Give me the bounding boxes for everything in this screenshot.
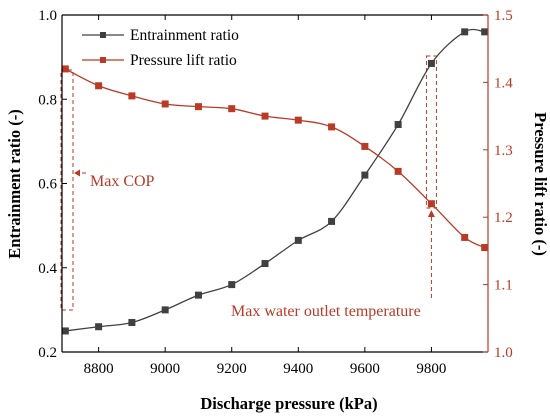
series-markers bbox=[61, 28, 489, 335]
x-tick-label: 9800 bbox=[416, 361, 446, 377]
data-point-series-0 bbox=[481, 28, 489, 36]
data-point-series-1 bbox=[228, 105, 236, 113]
legend-marker-pressure-lift bbox=[100, 57, 106, 63]
annotation-boxes bbox=[60, 55, 437, 311]
max-cop-arrowhead bbox=[73, 169, 80, 177]
y-right-tick-label: 1.3 bbox=[494, 143, 513, 159]
data-point-series-0 bbox=[461, 28, 469, 36]
y-axis-left: 0.2 0.4 0.6 0.8 1.0 bbox=[38, 8, 67, 361]
y-axis-left-title: Entrainment ratio (-) bbox=[5, 109, 24, 258]
data-point-series-0 bbox=[394, 121, 402, 129]
data-point-series-1 bbox=[328, 123, 336, 131]
data-point-series-1 bbox=[128, 92, 136, 100]
legend-label-pressure-lift: Pressure lift ratio bbox=[130, 52, 237, 69]
data-point-series-1 bbox=[427, 200, 435, 208]
x-tick-label: 9600 bbox=[350, 361, 380, 377]
annotation-max-cop: Max COP bbox=[90, 173, 155, 190]
x-tick-label: 8800 bbox=[84, 361, 114, 377]
data-point-series-1 bbox=[481, 244, 489, 252]
y-axis-right: 1.0 1.1 1.2 1.3 1.4 1.5 bbox=[483, 8, 513, 361]
data-point-series-0 bbox=[261, 260, 269, 268]
x-axis: 8800 9000 9200 9400 9600 9800 bbox=[84, 15, 446, 377]
legend-label-entrainment: Entrainment ratio bbox=[130, 27, 239, 44]
data-point-series-1 bbox=[294, 116, 302, 124]
x-axis-title: Discharge pressure (kPa) bbox=[200, 394, 377, 413]
y-right-tick-label: 1.4 bbox=[494, 75, 513, 91]
data-point-series-0 bbox=[61, 327, 69, 335]
legend: Entrainment ratio Pressure lift ratio bbox=[82, 27, 239, 69]
y-left-tick-label: 0.2 bbox=[38, 345, 57, 361]
data-point-series-0 bbox=[161, 306, 169, 314]
y-left-tick-label: 0.4 bbox=[38, 261, 57, 277]
y-right-tick-label: 1.2 bbox=[494, 210, 513, 226]
annotations: Max COP Max water outlet temperature bbox=[90, 173, 421, 320]
series-line-1 bbox=[65, 68, 485, 249]
data-point-series-1 bbox=[161, 100, 169, 108]
data-point-series-1 bbox=[361, 142, 369, 150]
data-point-series-1 bbox=[61, 65, 69, 73]
max-temp-arrowhead bbox=[427, 210, 435, 217]
x-tick-label: 9400 bbox=[283, 361, 313, 377]
data-point-series-1 bbox=[194, 103, 202, 111]
x-tick-label: 9200 bbox=[217, 361, 247, 377]
data-point-series-1 bbox=[261, 112, 269, 120]
max-cop-box bbox=[60, 69, 74, 311]
annotation-max-water-outlet-temperature: Max water outlet temperature bbox=[231, 303, 421, 320]
data-point-series-0 bbox=[427, 59, 435, 67]
data-point-series-1 bbox=[394, 167, 402, 175]
legend-marker-entrainment bbox=[100, 32, 106, 38]
y-axis-right-title: Pressure lift ratio (-) bbox=[531, 112, 550, 256]
data-point-series-0 bbox=[228, 281, 236, 289]
y-right-tick-label: 1.5 bbox=[494, 8, 513, 24]
data-point-series-1 bbox=[461, 233, 469, 241]
y-right-tick-label: 1.0 bbox=[494, 345, 513, 361]
data-point-series-0 bbox=[194, 291, 202, 299]
data-point-series-0 bbox=[128, 319, 136, 327]
y-left-tick-label: 1.0 bbox=[38, 8, 57, 24]
y-right-tick-label: 1.1 bbox=[494, 278, 513, 294]
data-point-series-0 bbox=[328, 217, 336, 225]
y-left-tick-label: 0.6 bbox=[38, 177, 57, 193]
data-point-series-0 bbox=[294, 236, 302, 244]
data-point-series-0 bbox=[95, 323, 103, 331]
y-left-tick-label: 0.8 bbox=[38, 92, 57, 108]
x-tick-label: 9000 bbox=[150, 361, 180, 377]
data-point-series-0 bbox=[361, 171, 369, 179]
data-point-series-1 bbox=[95, 82, 103, 90]
max-temp-box bbox=[425, 55, 437, 209]
